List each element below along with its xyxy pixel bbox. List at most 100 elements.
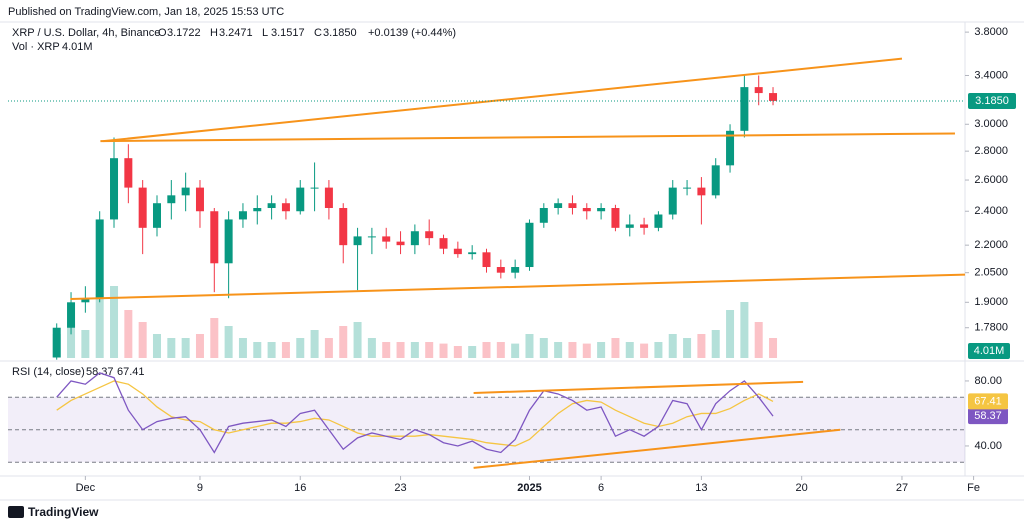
volume-bar xyxy=(611,338,620,358)
volume-bar xyxy=(152,334,161,358)
rsi-ma-value: 67.41 xyxy=(117,366,145,378)
trend-line xyxy=(100,132,955,143)
rsi-last-label: 67.41 xyxy=(974,395,1002,407)
candle-body xyxy=(138,187,147,228)
volume-bar xyxy=(568,342,577,358)
rsi-title: RSI (14, close) xyxy=(12,366,85,378)
trend-line xyxy=(473,380,804,394)
volume-bar xyxy=(683,338,692,358)
x-tick-label: 27 xyxy=(896,482,908,494)
brand: TradingView xyxy=(28,505,99,519)
candle-body xyxy=(525,222,534,268)
volume-bar xyxy=(482,342,491,358)
rsi-last-label: 58.37 xyxy=(974,410,1002,422)
volume-bar xyxy=(124,310,133,358)
volume-bar xyxy=(110,286,119,358)
candle-body xyxy=(253,208,262,212)
last-price-box xyxy=(968,92,1016,109)
volume-bar xyxy=(726,310,735,358)
x-tick-label: 23 xyxy=(394,482,406,494)
volume-bar xyxy=(339,326,348,358)
candle-body xyxy=(324,187,333,209)
candle-body xyxy=(410,231,419,246)
candle-body xyxy=(511,267,520,273)
x-tick-label: 9 xyxy=(197,482,203,494)
ohlc-value: 3.1517 xyxy=(271,27,305,39)
x-tick-label: 6 xyxy=(598,482,604,494)
candle-body xyxy=(482,252,491,268)
candle-body xyxy=(339,208,348,246)
volume-bar xyxy=(711,330,720,358)
candle-body xyxy=(568,203,577,209)
volume-bar xyxy=(181,338,190,358)
volume-bar xyxy=(367,338,376,358)
x-tick-label: 2025 xyxy=(517,482,541,494)
volume-bar xyxy=(468,346,477,358)
candle-body xyxy=(210,211,219,264)
candle-body xyxy=(625,224,634,228)
volume-bar xyxy=(195,334,204,358)
volume-bar xyxy=(625,342,634,358)
volume-bar xyxy=(511,343,520,358)
volume-bar xyxy=(425,342,434,358)
candle-body xyxy=(640,224,649,228)
candle-body xyxy=(281,203,290,212)
candle-body xyxy=(124,158,133,188)
volume-bar xyxy=(554,342,563,358)
volume-bar xyxy=(525,334,534,358)
volume-bar xyxy=(439,343,448,358)
candle-body xyxy=(224,219,233,264)
candle-body xyxy=(740,87,749,131)
volume-bar xyxy=(453,346,462,358)
y-tick-label: 2.0500 xyxy=(974,267,1008,279)
y-tick-label: 3.4000 xyxy=(974,69,1008,81)
ohlc-label: C xyxy=(314,27,322,39)
volume-bar xyxy=(754,322,763,358)
vol-box xyxy=(968,343,1010,359)
vol-label: Vol · XRP xyxy=(12,41,60,53)
published: Published on TradingView.com, Jan 18, 20… xyxy=(8,6,284,18)
volume-bar xyxy=(95,294,104,358)
x-tick-label: Dec xyxy=(76,482,96,494)
ohlc-label: L xyxy=(262,27,268,39)
trend-line xyxy=(70,273,966,301)
logo-icon xyxy=(8,506,24,518)
volume-bar xyxy=(324,338,333,358)
candle-body xyxy=(697,187,706,196)
candle-body xyxy=(382,236,391,242)
candle-body xyxy=(238,211,247,220)
volume-bar xyxy=(267,342,276,358)
ohlc-value: 3.1722 xyxy=(167,27,201,39)
volume-bar xyxy=(740,302,749,358)
ohlc-value: 3.2471 xyxy=(219,27,253,39)
volume-bar xyxy=(539,338,548,358)
symbol: XRP / U.S. Dollar, 4h, Binance xyxy=(12,27,160,39)
vol-value: 4.01M xyxy=(62,41,93,53)
volume-bar xyxy=(281,342,290,358)
candle-body xyxy=(310,187,319,189)
candle-body xyxy=(611,208,620,228)
ohlc-value: 3.1850 xyxy=(323,27,357,39)
rsi-line xyxy=(56,372,774,454)
candle-body xyxy=(367,236,376,238)
volume-bar xyxy=(769,338,778,358)
candle-body xyxy=(726,130,735,166)
volume-bar xyxy=(597,342,606,358)
volume-bar xyxy=(697,334,706,358)
candle-body xyxy=(110,158,119,220)
candle-body xyxy=(396,241,405,246)
candle-body xyxy=(152,203,161,228)
y-tick-label: 2.2000 xyxy=(974,239,1008,251)
volume-bar xyxy=(353,322,362,358)
last-price-label: 3.1850 xyxy=(975,95,1009,107)
candle-body xyxy=(52,327,61,358)
candle-body xyxy=(439,238,448,249)
candle-body xyxy=(296,187,305,212)
volume-bar xyxy=(310,330,319,358)
y-tick-label: 2.4000 xyxy=(974,205,1008,217)
candle-body xyxy=(353,236,362,246)
candle-body xyxy=(453,248,462,255)
